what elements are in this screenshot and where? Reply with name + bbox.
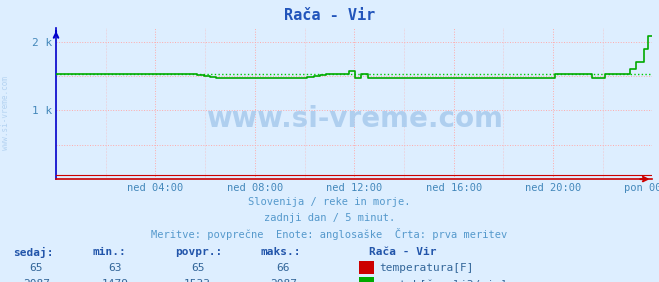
Text: 65: 65: [30, 263, 43, 273]
Text: Rača - Vir: Rača - Vir: [369, 247, 436, 257]
Text: zadnji dan / 5 minut.: zadnji dan / 5 minut.: [264, 213, 395, 223]
Text: 63: 63: [109, 263, 122, 273]
Text: 2087: 2087: [23, 279, 49, 282]
Text: Slovenija / reke in morje.: Slovenija / reke in morje.: [248, 197, 411, 207]
Text: 66: 66: [277, 263, 290, 273]
Text: sedaj:: sedaj:: [13, 247, 53, 258]
Text: 2087: 2087: [270, 279, 297, 282]
Text: www.si-vreme.com: www.si-vreme.com: [1, 76, 10, 150]
Text: 1479: 1479: [102, 279, 129, 282]
Text: 65: 65: [191, 263, 204, 273]
Text: temperatura[F]: temperatura[F]: [379, 263, 473, 273]
Text: www.si-vreme.com: www.si-vreme.com: [206, 105, 503, 133]
Text: 1533: 1533: [185, 279, 211, 282]
Text: povpr.:: povpr.:: [175, 247, 222, 257]
Text: maks.:: maks.:: [260, 247, 301, 257]
Text: Rača - Vir: Rača - Vir: [284, 8, 375, 23]
Text: Meritve: povprečne  Enote: anglosaške  Črta: prva meritev: Meritve: povprečne Enote: anglosaške Črt…: [152, 228, 507, 241]
Text: pretok[čevelj3/min]: pretok[čevelj3/min]: [379, 279, 507, 282]
Text: min.:: min.:: [92, 247, 126, 257]
